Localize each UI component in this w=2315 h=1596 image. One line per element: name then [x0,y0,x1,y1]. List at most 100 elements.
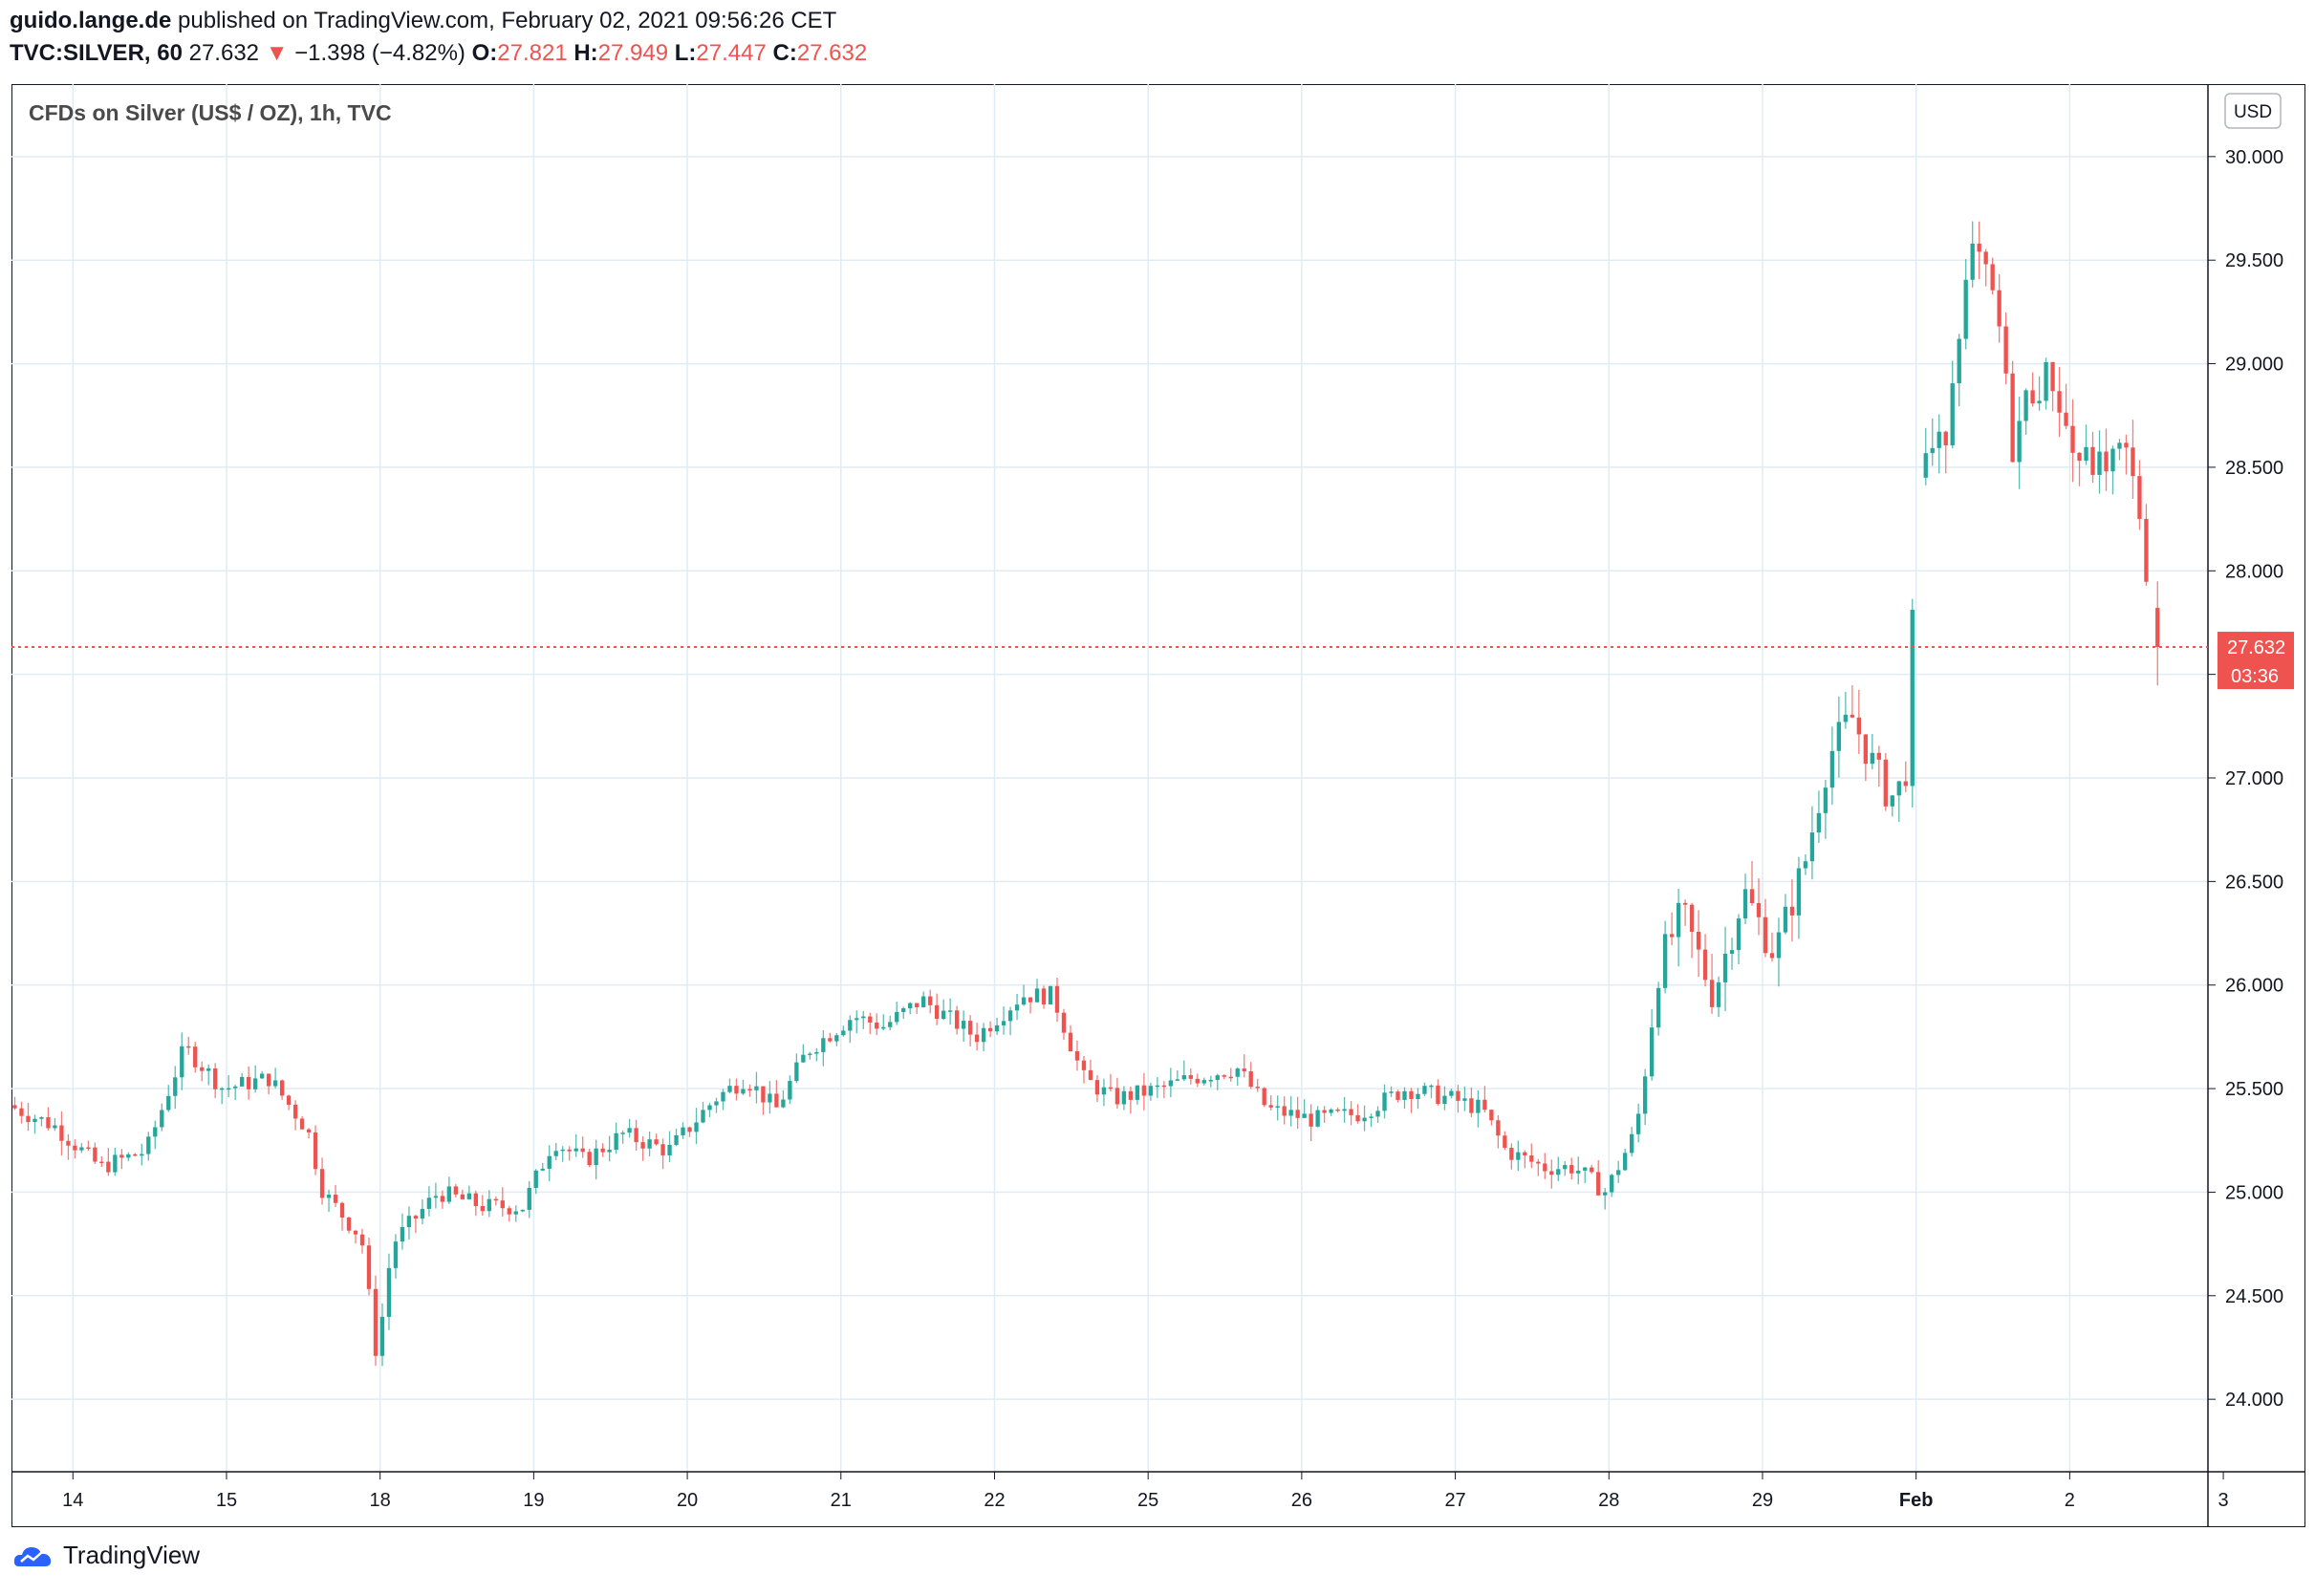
candle-body [1476,1099,1481,1113]
publisher-name[interactable]: guido.lange.de [10,8,172,33]
candle-body [1496,1120,1501,1136]
candle-body [895,1011,899,1023]
candle-body [213,1068,218,1089]
candle-body [1208,1080,1213,1082]
tradingview-cloud-icon[interactable] [13,1542,54,1570]
candle-body [1910,610,1915,787]
low-label: L: [674,40,697,66]
candle-body [928,996,933,1005]
candle-body [1783,906,1788,933]
time-tick-label: 19 [523,1490,544,1511]
candle-body [2010,373,2015,463]
currency-button-label[interactable]: USD [2234,102,2272,122]
low-value: 27.447 [696,40,767,66]
candle-body [1729,950,1735,954]
candle-body [1094,1080,1100,1095]
candle-body [19,1108,24,1116]
candle-body [707,1105,712,1111]
candle-body [1141,1085,1147,1096]
candle-body [2050,361,2055,392]
candle-body [627,1128,632,1133]
candle-body [1789,906,1795,916]
time-tick-label: 29 [1752,1490,1773,1511]
candle-body [2117,442,2122,449]
candle-body [1175,1079,1179,1081]
candle-body [386,1267,392,1317]
candle-body [1262,1088,1266,1106]
candle-body [453,1186,459,1195]
candle-body [1181,1075,1186,1080]
candle-body [987,1027,993,1032]
candle-body [901,1008,906,1012]
candle-body [808,1053,812,1056]
candle-body [1662,934,1668,988]
candlestick-chart[interactable]: 24.000 24.500 25.000 25.500 26.000 26.500 27.0… [11,84,2305,1527]
candle-body [607,1149,612,1153]
candle-body [2077,452,2082,462]
candle-body [359,1234,365,1246]
candle-body [1642,1076,1648,1114]
candle-body [654,1139,659,1145]
candle-body [841,1030,846,1036]
candle-body [259,1073,265,1079]
candle-body [326,1195,332,1198]
candle-body [93,1147,97,1162]
last-price-tag-bg [2218,632,2294,690]
candle-body [313,1132,318,1170]
currency-button-bg[interactable] [2224,93,2282,129]
candle-body [875,1022,879,1029]
candle-body [1242,1068,1246,1072]
candle-body [1489,1110,1494,1121]
candle-body [1362,1117,1367,1122]
price-tick-label: 30.000 [2225,147,2283,168]
chart-border [11,84,2305,1527]
candle-body [1829,750,1835,788]
price-tick-label: 25.500 [2225,1079,2283,1100]
candle-body [1068,1032,1073,1051]
candle-body [560,1149,565,1152]
time-tick-label: 22 [984,1490,1005,1511]
candle-body [2023,390,2028,421]
candle-body [487,1198,491,1212]
candle-body [1155,1085,1160,1088]
candle-body [339,1202,345,1219]
candle-body [1682,902,1688,905]
currency-button[interactable]: USD [2224,93,2282,129]
price-tick-label: 28.500 [2225,458,2283,479]
candle-body [600,1148,605,1153]
candle-body [1776,932,1782,959]
candle-body [1716,981,1721,1007]
candle-body [2131,447,2135,477]
candle-body [1128,1090,1134,1100]
candle-body [2137,476,2142,519]
candle-body [2044,361,2048,401]
legend: CFDs on Silver (US$ / OZ), 1h, TVC [29,100,392,125]
candle-body [1655,987,1661,1028]
candle-body [1275,1106,1280,1108]
candle-body [1355,1114,1360,1122]
price-tick-label: 29.000 [2225,355,2283,376]
candle-body [480,1205,485,1212]
candle-body [473,1193,479,1206]
candle-body [2037,400,2042,404]
candle-body [861,1016,866,1019]
candle-body [1890,795,1894,807]
candle-body [1803,861,1808,869]
candle-body [1322,1110,1327,1113]
candle-body [1168,1080,1174,1087]
candle-body [587,1152,592,1166]
candle-body [768,1093,772,1103]
candle-body [921,996,926,1007]
candle-body [1850,714,1855,718]
candle-body [26,1115,31,1123]
candle-body [1549,1171,1554,1175]
candle-body [246,1076,251,1089]
time-tick-label: 27 [1444,1490,1465,1511]
candle-body [1335,1109,1340,1111]
candle-body [1749,889,1755,903]
tradingview-brand[interactable]: TradingView [63,1541,201,1569]
candle-body [1422,1086,1427,1094]
candle-body [614,1132,618,1150]
candle-body [400,1226,405,1242]
candle-body [741,1089,746,1094]
